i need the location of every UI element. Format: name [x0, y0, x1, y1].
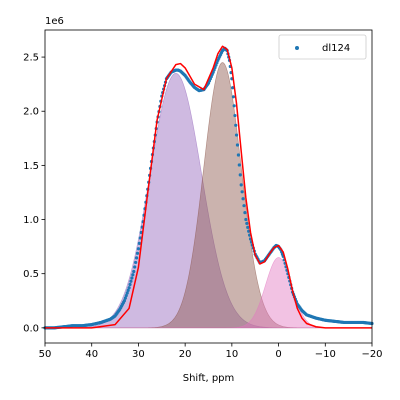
- data-point: [129, 279, 133, 283]
- data-point: [127, 286, 131, 290]
- data-point: [134, 260, 138, 265]
- x-tick-label: −20: [361, 349, 382, 360]
- y-tick-label: 1.5: [23, 161, 39, 172]
- data-point: [231, 86, 235, 90]
- data-point: [131, 273, 135, 277]
- x-tick-label: 30: [132, 349, 145, 360]
- plot-frame: [44, 29, 373, 344]
- data-point: [234, 123, 238, 127]
- data-point: [234, 133, 239, 137]
- data-point: [134, 256, 139, 260]
- x-tick-label: 40: [85, 349, 98, 360]
- data-point: [124, 293, 128, 298]
- data-point: [247, 229, 251, 233]
- y-tick-label: 0.5: [23, 269, 39, 280]
- y-tick-label: 2.0: [23, 107, 39, 118]
- y-axis: 0.0 0.5 1.0 1.5 2.0 2.5: [23, 53, 45, 334]
- data-point: [242, 204, 246, 208]
- data-point: [245, 221, 249, 226]
- data-point: [244, 217, 248, 222]
- x-tick-label: 20: [179, 349, 192, 360]
- data-point: [122, 299, 127, 303]
- legend-marker: [295, 46, 299, 50]
- data-point: [137, 241, 141, 245]
- data-point: [130, 276, 134, 280]
- y-tick-label: 0.0: [23, 323, 39, 334]
- fit-line-layer: [45, 45, 372, 329]
- data-point: [237, 163, 241, 167]
- x-tick-label: −10: [315, 349, 336, 360]
- fit-line: [45, 45, 372, 329]
- x-axis: 50 40 30 20 10 0 −10 −20: [39, 343, 383, 360]
- data-point: [136, 247, 141, 251]
- data-point: [138, 236, 142, 240]
- data-point: [128, 282, 132, 287]
- data-point: [235, 143, 240, 147]
- y-axis-offset-text: 1e6: [45, 16, 64, 27]
- data-point: [135, 251, 140, 255]
- component-fills: [45, 62, 372, 329]
- data-point: [123, 296, 127, 300]
- x-tick-label: 50: [39, 349, 52, 360]
- data-point: [246, 225, 250, 229]
- data-point: [231, 95, 236, 99]
- legend-label: dl124: [322, 43, 350, 54]
- data-point: [133, 265, 137, 269]
- legend-box: [278, 34, 367, 60]
- x-axis-label: Shift, ppm: [183, 373, 235, 384]
- data-point: [126, 288, 130, 292]
- data-point: [240, 190, 244, 194]
- x-tick-label: 0: [275, 349, 281, 360]
- data-point: [132, 269, 136, 274]
- data-point: [239, 183, 243, 187]
- data-point: [233, 113, 237, 118]
- legend: dl124: [278, 34, 367, 60]
- data-point: [243, 211, 247, 215]
- component-fill-2: [45, 62, 372, 329]
- data-point: [125, 291, 129, 295]
- x-tick-label: 10: [225, 349, 238, 360]
- data-point: [232, 104, 236, 108]
- data-point: [236, 153, 240, 157]
- data-point: [241, 197, 245, 201]
- y-tick-label: 2.5: [23, 53, 39, 64]
- y-tick-label: 1.0: [23, 215, 39, 226]
- data-point: [238, 173, 242, 177]
